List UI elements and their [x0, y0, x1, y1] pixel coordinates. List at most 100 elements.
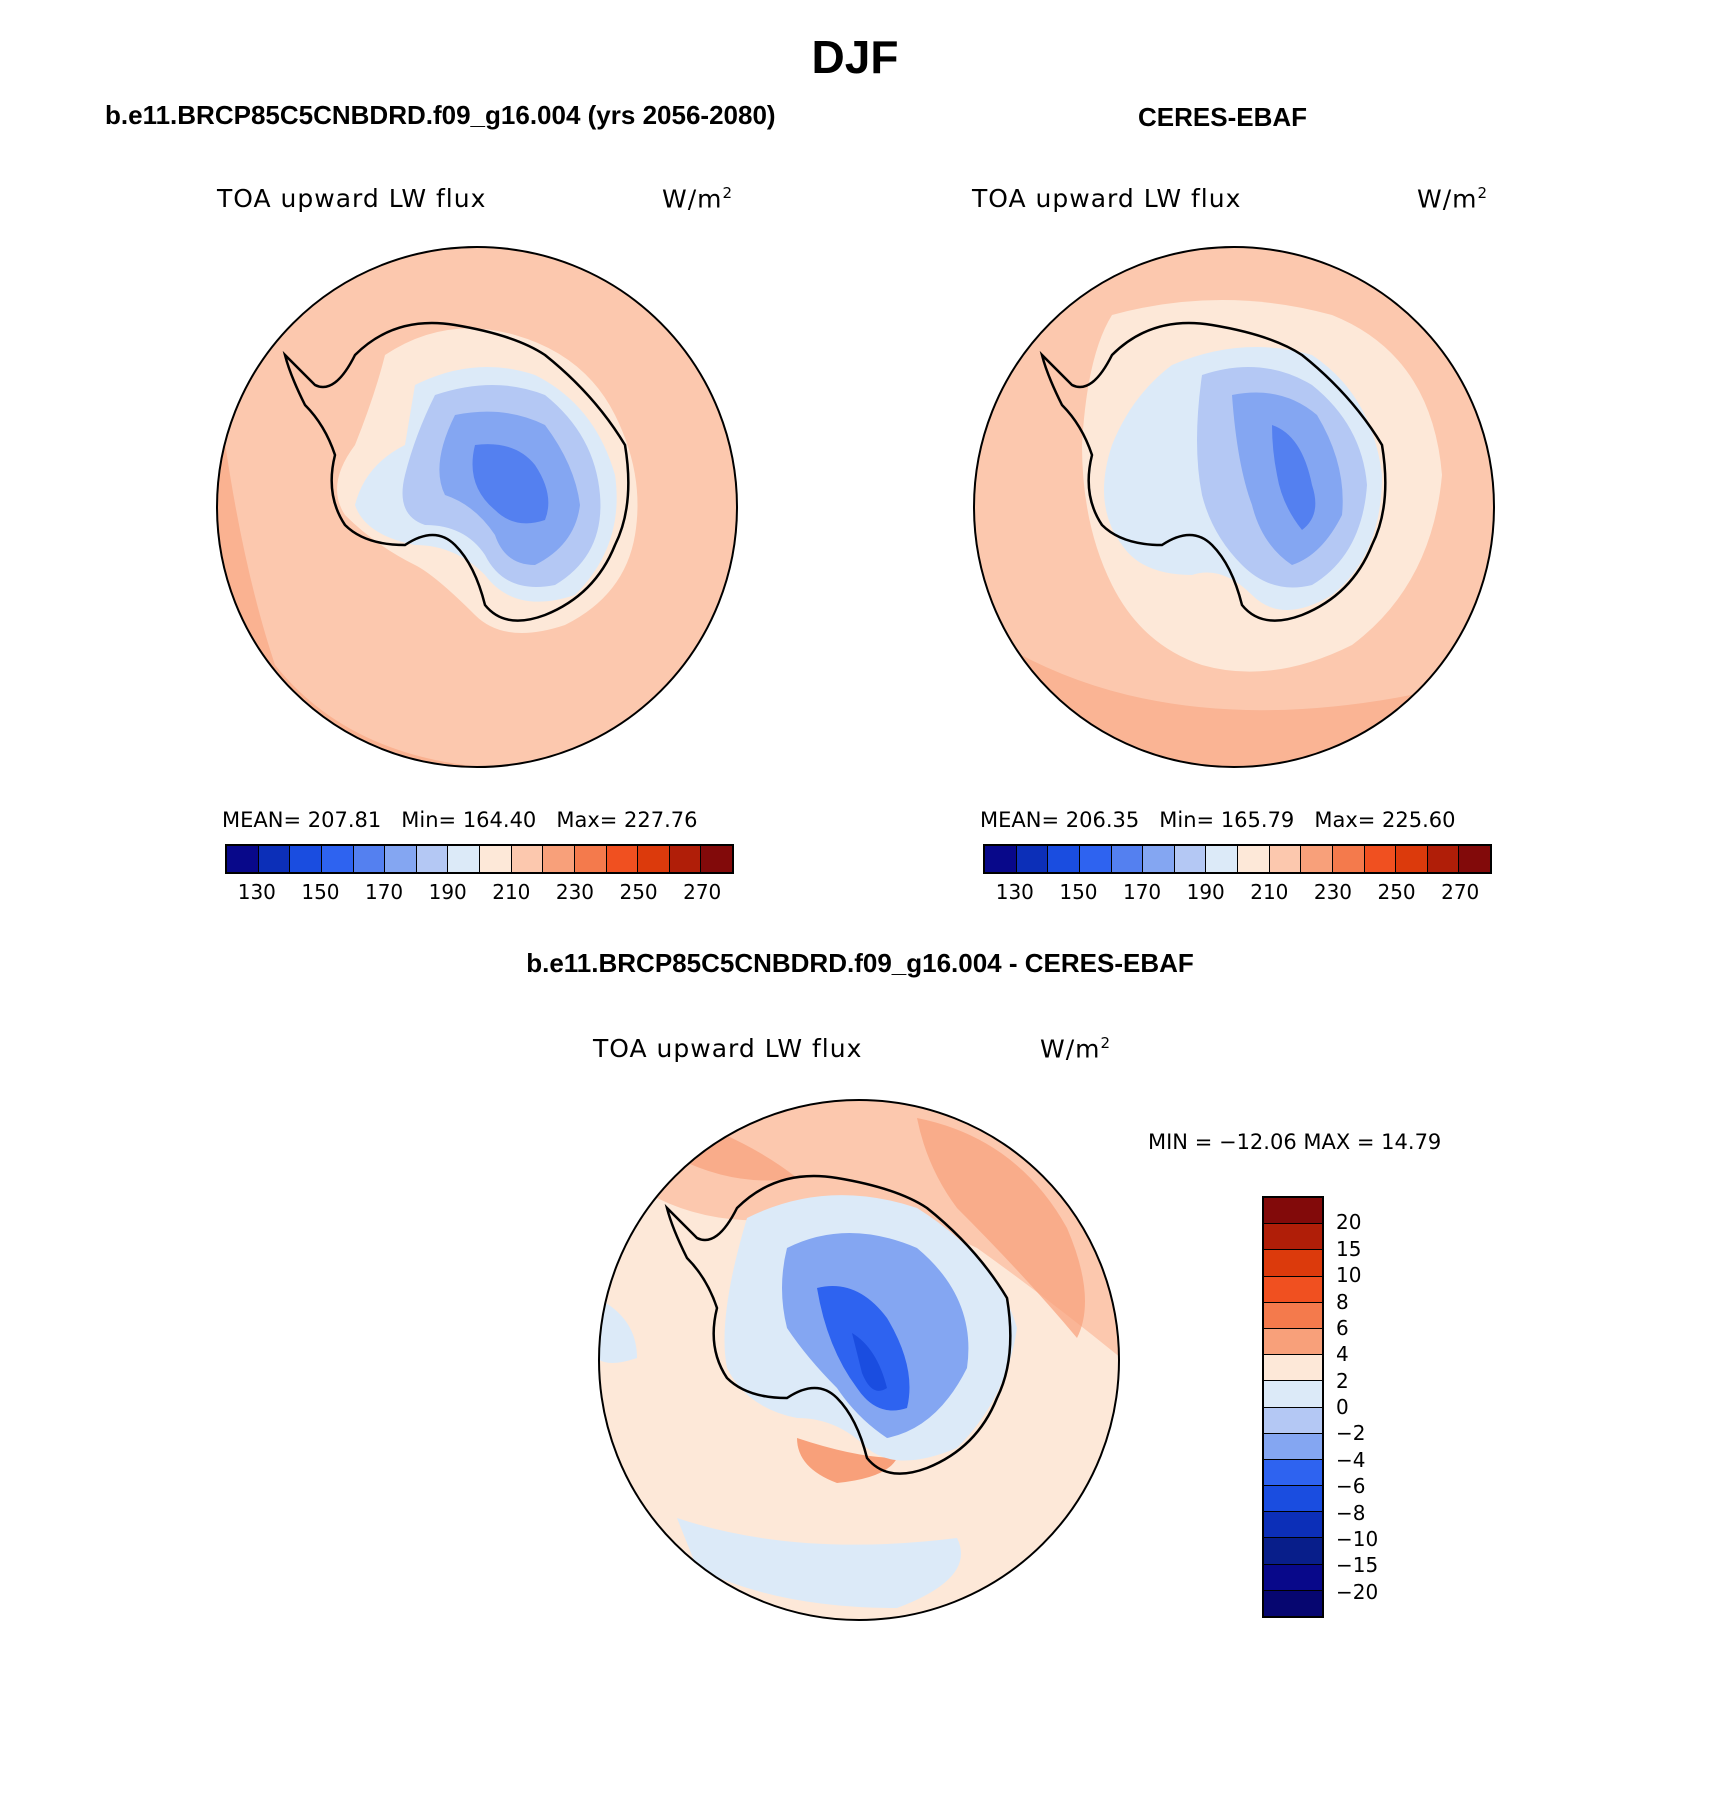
colorbar-difference-tick-label: 0 [1336, 1395, 1349, 1419]
panel3-subtitle: b.e11.BRCP85C5CNBDRD.f09_g16.004 - CERES… [526, 948, 1194, 978]
colorbar-difference-tick-label: 4 [1336, 1342, 1349, 1367]
panel2-subtitle: CERES-EBAF [1138, 102, 1308, 132]
colorbar-model-box [511, 846, 544, 872]
colorbar-ceres-box [1079, 846, 1112, 872]
colorbar-difference-tick-label: 10 [1336, 1263, 1362, 1288]
colorbar-difference-box [1264, 1198, 1322, 1225]
colorbar-difference-box [1264, 1302, 1322, 1329]
colorbar-model-tick-label: 230 [555, 880, 595, 904]
colorbar-model-tick-label: 170 [364, 880, 404, 904]
colorbar-difference [1262, 1196, 1324, 1618]
colorbar-model-box [353, 846, 386, 872]
colorbar-difference-tick-label: 2 [1336, 1368, 1349, 1393]
colorbar-model-box [543, 846, 575, 872]
map-difference [598, 1099, 1120, 1621]
colorbar-model-box [321, 846, 354, 872]
colorbar-ceres-tick-label: 210 [1250, 880, 1289, 904]
colorbar-ceres-box [1269, 846, 1302, 872]
panel1-variable-label: TOA upward LW flux [217, 184, 487, 213]
colorbar-difference-box [1264, 1250, 1322, 1277]
colorbar-ceres-box [1427, 846, 1460, 872]
colorbar-difference-box [1264, 1564, 1322, 1591]
colorbar-difference-tick-label: 20 [1336, 1210, 1362, 1235]
colorbar-model-box [416, 846, 449, 872]
colorbar-ceres [983, 844, 1492, 874]
colorbar-model-box [480, 846, 512, 872]
colorbar-ceres-tick-label: 230 [1313, 880, 1353, 904]
colorbar-difference-tick-label: −20 [1336, 1579, 1379, 1604]
colorbar-model-box [606, 846, 639, 872]
colorbar-ceres-ticks: 130 150 170 190 210 230 250 270 [983, 880, 1492, 906]
colorbar-difference-box [1264, 1459, 1322, 1487]
colorbar-ceres-box [1332, 846, 1365, 872]
colorbar-ceres-box [1364, 846, 1397, 872]
colorbar-difference-box [1264, 1538, 1322, 1565]
colorbar-difference-tick-label: −2 [1336, 1421, 1366, 1446]
colorbar-difference-box [1264, 1328, 1322, 1356]
colorbar-ceres-box [1111, 846, 1144, 872]
colorbar-ceres-box [1174, 846, 1207, 872]
panel3-variable-label: TOA upward LW flux [593, 1034, 863, 1063]
colorbar-model-tick-label: 250 [619, 880, 658, 904]
colorbar-difference-tick-label: −15 [1336, 1553, 1379, 1578]
colorbar-model-box [258, 846, 291, 872]
colorbar-model-box [227, 846, 259, 872]
colorbar-model [225, 844, 734, 874]
colorbar-difference-box [1264, 1276, 1322, 1303]
colorbar-difference-box [1264, 1355, 1322, 1382]
panel2-units-label: W/m2 [1417, 184, 1489, 214]
colorbar-difference-box [1264, 1512, 1322, 1539]
colorbar-difference-box [1264, 1407, 1322, 1434]
panel3-units-label: W/m2 [1040, 1034, 1112, 1064]
colorbar-model-tick-label: 190 [428, 880, 467, 904]
colorbar-ceres-box [1206, 846, 1238, 872]
colorbar-difference-tick-label: −6 [1336, 1474, 1366, 1499]
colorbar-ceres-box [985, 846, 1017, 872]
figure-title: DJF [811, 31, 899, 83]
map-model [216, 246, 738, 768]
colorbar-ceres-box [1238, 846, 1270, 872]
colorbar-model-box [701, 846, 732, 872]
map-ceres-ebaf [973, 246, 1495, 768]
colorbar-ceres-tick-label: 150 [1059, 880, 1098, 904]
colorbar-difference-box [1264, 1381, 1322, 1408]
colorbar-ceres-tick-label: 170 [1122, 880, 1162, 904]
colorbar-model-box [638, 846, 670, 872]
colorbar-difference-tick-label: −8 [1336, 1500, 1366, 1525]
colorbar-difference-tick-label: 8 [1336, 1289, 1349, 1314]
colorbar-model-box [448, 846, 480, 872]
colorbar-model-tick-label: 130 [237, 880, 276, 904]
colorbar-difference-tick-label: 15 [1336, 1236, 1362, 1261]
colorbar-ceres-tick-label: 130 [995, 880, 1034, 904]
colorbar-difference-box [1264, 1224, 1322, 1251]
colorbar-ceres-tick-label: 190 [1186, 880, 1225, 904]
colorbar-difference-tick-label: −10 [1336, 1526, 1379, 1551]
colorbar-ceres-tick-label: 250 [1377, 880, 1416, 904]
colorbar-ceres-tick-label: 270 [1441, 880, 1480, 904]
colorbar-difference-box [1264, 1486, 1322, 1513]
colorbar-ceres-box [1396, 846, 1428, 872]
colorbar-difference-tick-label: 6 [1336, 1315, 1349, 1340]
panel2-variable-label: TOA upward LW flux [972, 184, 1242, 213]
colorbar-ceres-box [1016, 846, 1049, 872]
colorbar-model-tick-label: 210 [492, 880, 531, 904]
colorbar-model-box [669, 846, 702, 872]
colorbar-model-box [385, 846, 417, 872]
colorbar-difference-box [1264, 1590, 1322, 1616]
panel1-units-label: W/m2 [662, 184, 734, 214]
colorbar-ceres-box [1143, 846, 1175, 872]
colorbar-model-box [574, 846, 607, 872]
colorbar-model-tick-label: 150 [301, 880, 340, 904]
colorbar-model-ticks: 130 150 170 190 210 230 250 270 [225, 880, 734, 906]
colorbar-difference-tick-label: −4 [1336, 1447, 1366, 1472]
panel3-stats: MIN = −12.06 MAX = 14.79 [1148, 1130, 1442, 1154]
panel1-stats: MEAN= 207.81 Min= 164.40 Max= 227.76 [222, 808, 698, 832]
colorbar-difference-box [1264, 1433, 1322, 1460]
colorbar-model-tick-label: 270 [683, 880, 722, 904]
panel2-stats: MEAN= 206.35 Min= 165.79 Max= 225.60 [980, 808, 1456, 832]
panel1-subtitle: b.e11.BRCP85C5CNBDRD.f09_g16.004 (yrs 20… [105, 100, 776, 130]
colorbar-ceres-box [1048, 846, 1080, 872]
colorbar-model-box [290, 846, 322, 872]
colorbar-ceres-box [1301, 846, 1333, 872]
colorbar-ceres-box [1459, 846, 1490, 872]
